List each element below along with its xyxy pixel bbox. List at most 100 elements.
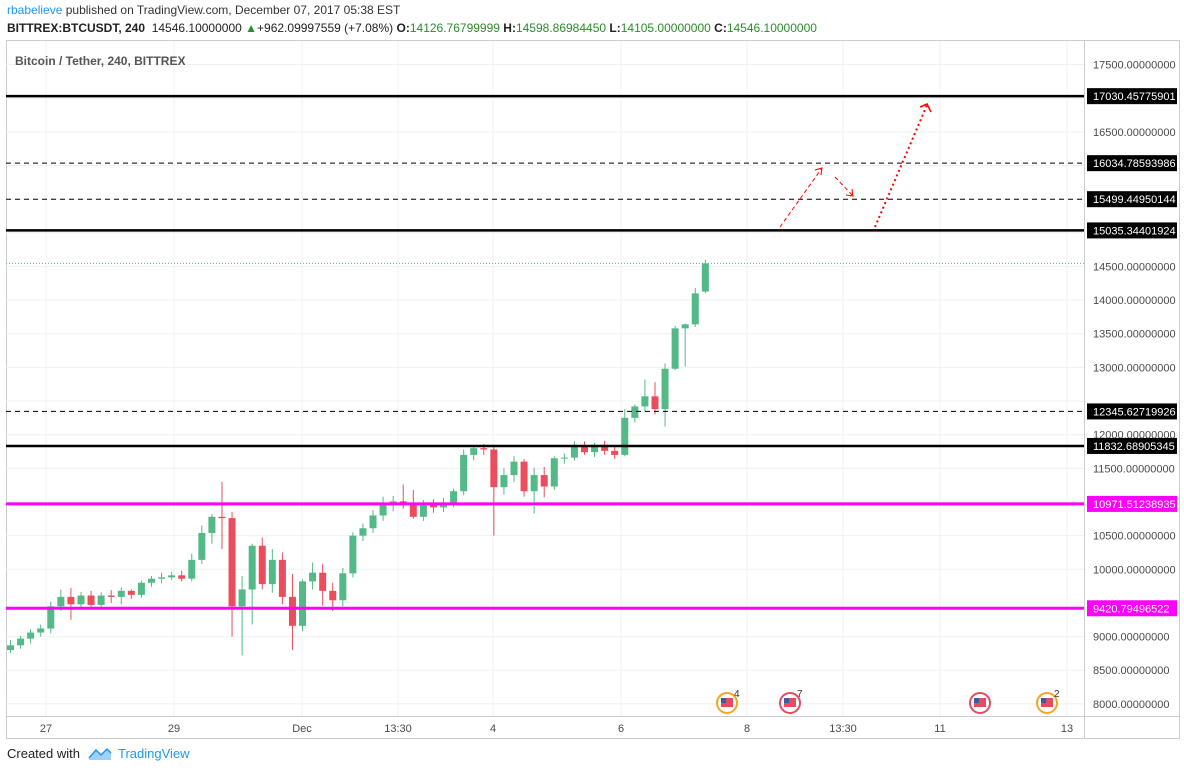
high-label: H:: [503, 21, 516, 35]
low-label: L:: [609, 21, 621, 35]
candle: [580, 441, 588, 455]
level-price-label: 12345.62719926: [1093, 406, 1176, 418]
arrowhead-icon: [845, 188, 854, 197]
candle: [691, 287, 699, 328]
candle-body: [288, 596, 296, 626]
arrow-down: [834, 176, 854, 197]
candle-body: [147, 578, 155, 583]
candle-body: [228, 518, 236, 607]
x-tick-label: 4: [490, 723, 496, 735]
level-price-label: 15499.44950144: [1093, 194, 1176, 206]
published-text: published on TradingView.com, December 0…: [65, 3, 401, 17]
event-marker[interactable]: [779, 692, 801, 714]
open-value: 14126.76799999: [409, 21, 500, 35]
created-with-label: Created with: [7, 746, 80, 761]
event-marker[interactable]: [716, 692, 738, 714]
candle: [359, 523, 367, 542]
candle: [530, 467, 538, 514]
candle: [47, 601, 55, 634]
candle: [158, 572, 166, 584]
candle: [17, 635, 25, 649]
y-tick-label: 16500.00000000: [1093, 127, 1176, 139]
x-tick-label: 13: [1061, 723, 1073, 735]
candle-body: [7, 645, 14, 651]
y-tick-label: 8000.00000000: [1093, 699, 1169, 711]
candle-body: [107, 595, 115, 597]
x-tick-label: 27: [40, 723, 52, 735]
arrow-up-2: [874, 104, 928, 228]
candle: [208, 514, 216, 544]
candle: [127, 589, 135, 599]
projection-arrows: [779, 103, 932, 228]
candle: [299, 579, 307, 632]
candle: [651, 382, 659, 415]
candle-body: [77, 595, 85, 605]
candle-body: [339, 573, 347, 601]
candle: [379, 496, 387, 521]
ohlc-line: BITTREX:BTCUSDT, 240 14546.10000000 ▲+96…: [7, 21, 817, 35]
candle: [87, 590, 95, 608]
close-value: 14546.10000000: [726, 21, 817, 35]
high-value: 14598.86984450: [515, 21, 607, 35]
candle-body: [218, 516, 226, 519]
candle: [621, 409, 629, 457]
y-tick-label: 8500.00000000: [1093, 665, 1169, 677]
x-tick-label: 13:30: [829, 723, 857, 735]
candle-body: [550, 458, 558, 487]
candle: [681, 323, 689, 367]
candle: [228, 512, 236, 637]
level-price-label: 11832.68905345: [1093, 441, 1175, 453]
price-change: +962.09997559 (+7.08%): [257, 21, 394, 35]
candle-body: [268, 559, 276, 585]
candle: [268, 549, 276, 593]
flag-canton-icon: [784, 698, 789, 703]
candle-body: [27, 632, 35, 639]
y-tick-label: 17500.00000000: [1093, 60, 1176, 72]
chart-frame: [6, 40, 1180, 739]
level-price-label: 16034.78593986: [1093, 158, 1176, 170]
candle: [7, 639, 14, 653]
level-price-label: 17030.45775901: [1093, 91, 1176, 103]
arrowhead-icon: [919, 103, 932, 113]
candle-body: [611, 450, 619, 455]
event-marker[interactable]: [969, 692, 991, 714]
event-marker[interactable]: [1036, 692, 1058, 714]
x-tick-label: 6: [618, 723, 624, 735]
candle-body: [127, 590, 135, 595]
symbol-label: BITTREX:BTCUSDT, 240: [7, 21, 146, 35]
candle-body: [389, 501, 397, 504]
candle: [168, 571, 176, 581]
level-price-tag: [1087, 155, 1177, 172]
y-tick-label: 13500.00000000: [1093, 329, 1176, 341]
y-tick-label: 14000.00000000: [1093, 295, 1176, 307]
candle-body: [117, 590, 125, 597]
candle: [349, 532, 357, 578]
candle: [490, 444, 498, 536]
candle: [248, 543, 256, 625]
candle-body: [258, 545, 266, 585]
arrow-up-1: [779, 167, 823, 228]
candle-body: [490, 449, 498, 488]
candle-body: [691, 293, 699, 325]
candle-body: [681, 324, 689, 329]
y-tick-label: 9000.00000000: [1093, 632, 1169, 644]
candle-body: [369, 515, 377, 529]
candle-body: [178, 575, 186, 579]
candle-body: [480, 448, 488, 450]
author-link[interactable]: rbabelieve: [7, 3, 63, 17]
candle-body: [188, 559, 196, 579]
low-value: 14105.00000000: [620, 21, 711, 35]
candle: [369, 510, 377, 533]
candle-body: [661, 368, 669, 410]
candle: [147, 576, 155, 587]
candle-body: [470, 448, 478, 455]
candle-body: [87, 595, 95, 605]
tradingview-brand-link[interactable]: TradingView: [117, 746, 190, 761]
x-tick-label: 29: [168, 723, 180, 735]
candle: [27, 629, 35, 644]
x-tick-label: 8: [744, 723, 750, 735]
candle-body: [238, 589, 246, 607]
candle-body: [510, 461, 518, 476]
candle-body: [409, 504, 417, 517]
